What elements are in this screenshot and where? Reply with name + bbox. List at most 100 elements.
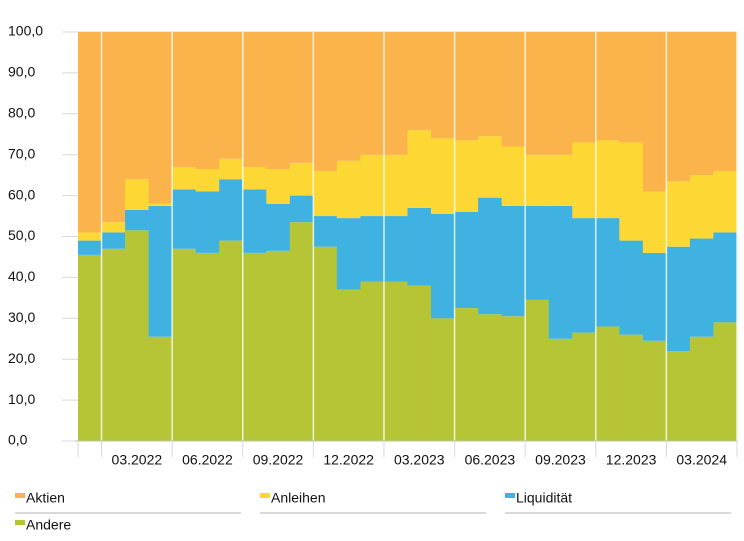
legend-label: Aktien <box>26 490 65 506</box>
bar-segment <box>407 32 432 131</box>
x-tick-label: 12.2022 <box>323 452 374 468</box>
bar-segment <box>172 32 197 167</box>
bar-segment <box>289 162 314 196</box>
bar-segment <box>595 140 620 219</box>
bar-segment <box>336 218 361 290</box>
bar-segment <box>360 32 385 155</box>
bar-segment <box>313 246 338 441</box>
bar-segment <box>383 154 408 217</box>
bar-segment <box>219 240 244 441</box>
bar-segment <box>713 171 738 233</box>
bar-segment <box>572 32 597 143</box>
x-tick-label: 03.2023 <box>394 452 445 468</box>
bar-segment <box>478 314 503 441</box>
bar-segment <box>431 318 456 441</box>
bar-segment <box>78 254 103 441</box>
legend-swatch <box>505 493 515 498</box>
bar-segment <box>289 32 314 163</box>
bar-segment <box>548 154 573 206</box>
x-tick-label: 06.2023 <box>465 452 516 468</box>
legend-label: Liquidität <box>516 490 572 506</box>
bar-segment <box>313 171 338 217</box>
bar-segment <box>336 289 361 441</box>
legend-swatch <box>15 493 25 498</box>
bar-segment <box>431 32 456 139</box>
bar-segment <box>572 142 597 219</box>
bar-segment <box>689 336 714 441</box>
bar-segment <box>78 32 103 233</box>
bar-segment <box>313 216 338 247</box>
bar-segment <box>336 32 361 161</box>
bar-segment <box>360 281 385 441</box>
bar-segment <box>266 203 291 251</box>
bar-segment <box>619 32 644 143</box>
legend-label: Andere <box>26 517 71 533</box>
bar-segment <box>595 32 620 141</box>
bar-segment <box>666 32 691 182</box>
bar-segment <box>383 32 408 155</box>
y-tick-label: 60,0 <box>8 186 35 202</box>
bar-segment <box>666 246 691 352</box>
bar-segment <box>266 250 291 441</box>
bar-segment <box>689 175 714 239</box>
x-tick-label: 06.2022 <box>182 452 233 468</box>
bar-segment <box>454 32 479 141</box>
bar-segment <box>148 32 173 204</box>
bar-segment <box>713 232 738 323</box>
bar-segment <box>195 252 220 441</box>
bar-segment <box>454 211 479 309</box>
y-tick-label: 90,0 <box>8 64 35 80</box>
bar-segment <box>689 238 714 337</box>
bar-segment <box>713 322 738 441</box>
bar-segment <box>548 205 573 339</box>
y-tick-label: 40,0 <box>8 268 35 284</box>
bar-segment <box>478 136 503 198</box>
bar-segment <box>572 332 597 441</box>
bar-segment <box>619 142 644 241</box>
bar-segment <box>525 205 550 300</box>
x-tick-label: 09.2022 <box>253 452 304 468</box>
y-tick-label: 0,0 <box>8 432 28 448</box>
bar-segment <box>407 285 432 441</box>
bar-segment <box>195 32 220 170</box>
x-tick-label: 03.2022 <box>112 452 163 468</box>
bar-segment <box>336 160 361 219</box>
bar-segment <box>666 181 691 247</box>
bar-segment <box>219 158 244 180</box>
bar-segment <box>407 207 432 286</box>
bar-segment <box>125 209 150 231</box>
y-tick-label: 70,0 <box>8 145 35 161</box>
bar-segment <box>501 205 526 317</box>
bar-segment <box>148 205 173 337</box>
y-tick-label: 100,0 <box>8 23 43 39</box>
bar-segment <box>125 179 150 210</box>
bar-segment <box>266 32 291 170</box>
bar-segment <box>125 230 150 441</box>
bar-segment <box>195 169 220 192</box>
bar-segment <box>478 32 503 137</box>
bar-segment <box>101 32 126 223</box>
bar-segment <box>78 232 103 241</box>
bar-segment <box>525 299 550 441</box>
bar-segment <box>219 179 244 241</box>
bar-segment <box>242 189 267 253</box>
legend-swatch <box>260 493 270 498</box>
bar-segment <box>242 166 267 190</box>
bar-segment <box>148 203 173 206</box>
bar-segment <box>642 252 667 341</box>
bar-segment <box>242 252 267 441</box>
bar-segment <box>360 216 385 282</box>
bar-segment <box>383 281 408 441</box>
bar-segment <box>101 222 126 233</box>
x-tick-label: 03.2024 <box>676 452 727 468</box>
bar-segment <box>101 248 126 441</box>
y-tick-label: 30,0 <box>8 309 35 325</box>
y-tick-label: 20,0 <box>8 350 35 366</box>
bar-segment <box>431 214 456 319</box>
bar-segment <box>219 32 244 159</box>
bar-segment <box>595 326 620 441</box>
bar-segment <box>642 32 667 192</box>
bar-segment <box>548 338 573 441</box>
bar-segment <box>595 218 620 327</box>
bar-segment <box>713 32 738 172</box>
